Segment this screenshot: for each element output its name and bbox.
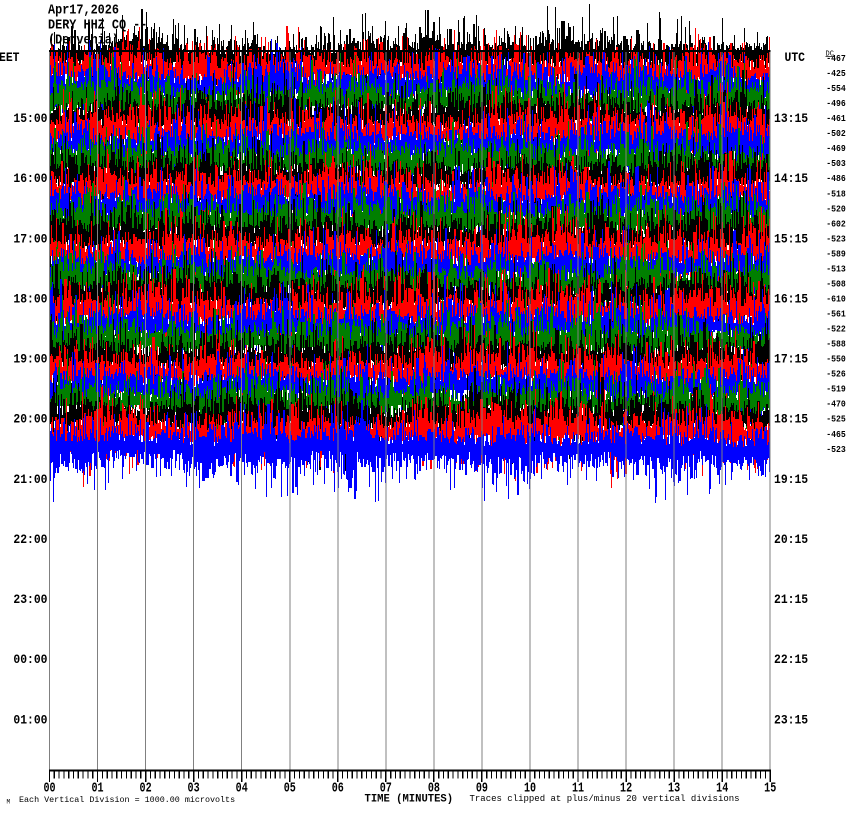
svg-text:EET: EET: [0, 50, 19, 65]
svg-text:(Dervenia): (Dervenia): [48, 32, 119, 48]
svg-text:-561: -561: [826, 309, 846, 320]
svg-text:17:15: 17:15: [774, 352, 808, 367]
svg-text:-508: -508: [826, 279, 846, 290]
svg-text:19:15: 19:15: [774, 472, 808, 487]
svg-text:-513: -513: [826, 264, 846, 275]
svg-text:13: 13: [668, 780, 680, 796]
svg-text:-467: -467: [826, 53, 846, 64]
svg-text:-525: -525: [826, 414, 846, 425]
svg-text:DERY HHZ CQ --: DERY HHZ CQ --: [48, 17, 147, 33]
svg-text:-526: -526: [826, 369, 846, 380]
svg-text:TIME (MINUTES): TIME (MINUTES): [365, 793, 454, 805]
svg-text:-425: -425: [826, 68, 846, 79]
svg-text:03: 03: [188, 780, 200, 796]
svg-text:18:15: 18:15: [774, 412, 808, 427]
svg-text:Apr17,2026: Apr17,2026: [48, 2, 119, 18]
svg-text:Each Vertical Division = 1000.: Each Vertical Division = 1000.00 microvo…: [19, 795, 235, 805]
svg-text:07: 07: [380, 780, 392, 796]
svg-text:14:15: 14:15: [774, 172, 808, 187]
svg-text:08: 08: [428, 780, 440, 796]
svg-text:11: 11: [572, 780, 584, 796]
svg-text:16:00: 16:00: [13, 172, 47, 187]
svg-text:20:15: 20:15: [774, 533, 808, 548]
svg-text:UTC: UTC: [785, 50, 805, 65]
svg-text:15:00: 15:00: [13, 112, 47, 127]
svg-text:21:00: 21:00: [13, 472, 47, 487]
svg-text:-502: -502: [826, 129, 846, 140]
svg-text:15:15: 15:15: [774, 232, 808, 247]
svg-text:M: M: [7, 799, 11, 806]
svg-text:-461: -461: [826, 114, 846, 125]
svg-text:-550: -550: [826, 354, 846, 365]
svg-text:-519: -519: [826, 384, 846, 395]
svg-text:-486: -486: [826, 174, 846, 185]
svg-text:23:00: 23:00: [13, 593, 47, 608]
svg-text:-503: -503: [826, 159, 846, 170]
svg-text:02: 02: [140, 780, 152, 796]
svg-text:21:15: 21:15: [774, 593, 808, 608]
svg-text:22:15: 22:15: [774, 653, 808, 668]
svg-text:-496: -496: [826, 99, 846, 110]
svg-text:-523: -523: [826, 444, 846, 455]
svg-text:-588: -588: [826, 339, 846, 350]
svg-text:13:15: 13:15: [774, 112, 808, 127]
svg-text:05: 05: [284, 780, 296, 796]
svg-text:16:15: 16:15: [774, 292, 808, 307]
svg-text:15: 15: [764, 780, 776, 796]
svg-text:-518: -518: [826, 189, 846, 200]
svg-text:18:00: 18:00: [13, 292, 47, 307]
svg-text:-523: -523: [826, 234, 846, 245]
svg-text:10: 10: [524, 780, 536, 796]
svg-text:-522: -522: [826, 324, 846, 335]
svg-text:-602: -602: [826, 219, 846, 230]
svg-text:01: 01: [91, 780, 103, 796]
svg-text:-470: -470: [826, 399, 846, 410]
svg-text:17:00: 17:00: [13, 232, 47, 247]
svg-text:14: 14: [716, 780, 728, 796]
svg-text:-465: -465: [826, 429, 846, 440]
svg-text:23:15: 23:15: [774, 713, 808, 728]
svg-text:20:00: 20:00: [13, 412, 47, 427]
svg-text:-589: -589: [826, 249, 846, 260]
svg-text:04: 04: [236, 780, 248, 796]
svg-text:-610: -610: [826, 294, 846, 305]
svg-text:22:00: 22:00: [13, 533, 47, 548]
svg-text:00:00: 00:00: [13, 653, 47, 668]
svg-text:09: 09: [476, 780, 488, 796]
svg-text:00: 00: [43, 780, 55, 796]
svg-text:-469: -469: [826, 144, 846, 155]
svg-text:-520: -520: [826, 204, 846, 215]
svg-text:19:00: 19:00: [13, 352, 47, 367]
svg-text:01:00: 01:00: [13, 713, 47, 728]
svg-text:Traces clipped at plus/minus 2: Traces clipped at plus/minus 20 vertical…: [470, 794, 740, 804]
svg-text:06: 06: [332, 780, 344, 796]
svg-text:-554: -554: [826, 84, 846, 95]
svg-text:DC: DC: [826, 50, 834, 58]
svg-text:12: 12: [620, 780, 632, 796]
